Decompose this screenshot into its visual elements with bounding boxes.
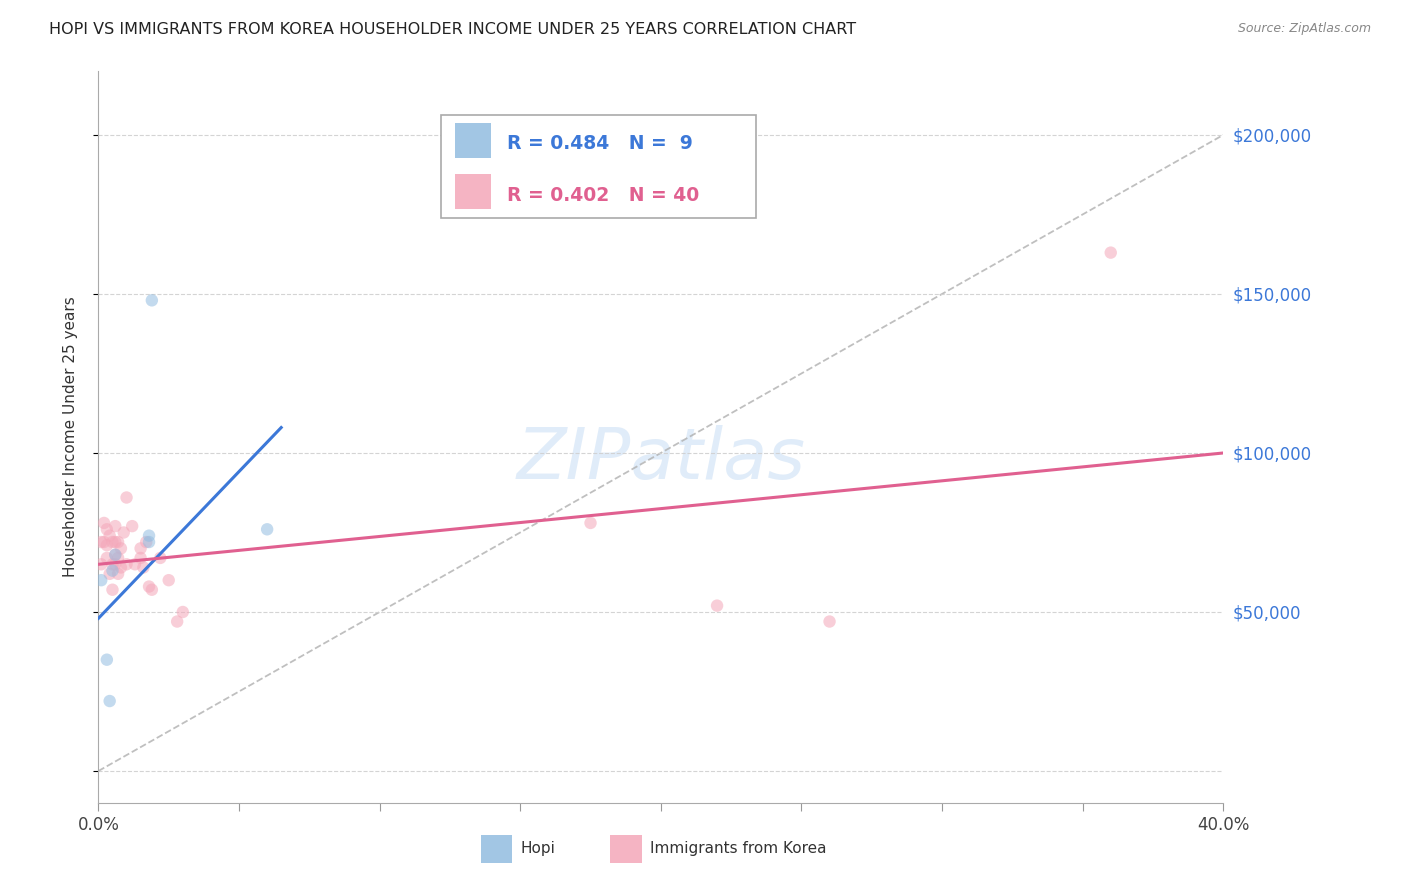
Point (90, 535, 112, 549)
Text: R = 0.484   N =  9: R = 0.484 N = 9 (506, 135, 693, 153)
Text: Source: ZipAtlas.com: Source: ZipAtlas.com (1237, 22, 1371, 36)
Point (112, 525, 135, 540)
Point (104, 558, 127, 572)
Point (124, 558, 146, 572)
Point (129, 541, 152, 556)
Point (138, 535, 160, 549)
Text: Hopi: Hopi (520, 841, 555, 856)
Point (256, 522, 278, 536)
Bar (456, 174, 491, 210)
Point (141, 293, 163, 308)
Point (104, 535, 127, 549)
Bar (481, 835, 512, 863)
Bar (610, 835, 641, 863)
Text: ZIPatlas: ZIPatlas (516, 425, 806, 493)
Point (101, 535, 124, 549)
Point (157, 573, 180, 587)
Point (115, 491, 138, 505)
Point (129, 550, 152, 565)
Point (149, 550, 172, 565)
Point (96, 522, 118, 536)
Text: Immigrants from Korea: Immigrants from Korea (650, 841, 827, 856)
Point (110, 541, 132, 556)
Point (98, 529, 121, 543)
Point (138, 580, 160, 594)
Point (138, 529, 160, 543)
Point (141, 582, 163, 597)
Point (110, 560, 132, 574)
Point (96, 550, 118, 565)
Bar (456, 123, 491, 158)
Point (104, 519, 127, 533)
Point (172, 605, 194, 619)
Y-axis label: Householder Income Under 25 years: Householder Income Under 25 years (63, 297, 77, 577)
Point (101, 582, 124, 597)
Point (96, 538, 118, 552)
Point (706, 599, 728, 613)
Point (90, 558, 112, 572)
Point (107, 566, 129, 581)
Point (98, 694, 121, 708)
Text: HOPI VS IMMIGRANTS FROM KOREA HOUSEHOLDER INCOME UNDER 25 YEARS CORRELATION CHAR: HOPI VS IMMIGRANTS FROM KOREA HOUSEHOLDE… (49, 22, 856, 37)
Point (1099, 245, 1122, 260)
Point (166, 615, 188, 629)
Point (121, 519, 143, 533)
Point (101, 564, 124, 578)
Point (93, 535, 115, 549)
Point (96, 653, 118, 667)
Point (104, 548, 127, 562)
Point (101, 558, 124, 572)
Point (115, 558, 138, 572)
Point (93, 516, 115, 530)
Point (90, 573, 112, 587)
Point (135, 535, 157, 549)
Point (107, 550, 129, 565)
Text: R = 0.402   N = 40: R = 0.402 N = 40 (506, 186, 699, 204)
Point (132, 560, 155, 574)
Point (104, 548, 127, 562)
Point (579, 516, 602, 530)
Point (107, 535, 129, 549)
Point (98, 566, 121, 581)
Point (818, 615, 841, 629)
FancyBboxPatch shape (441, 115, 756, 218)
